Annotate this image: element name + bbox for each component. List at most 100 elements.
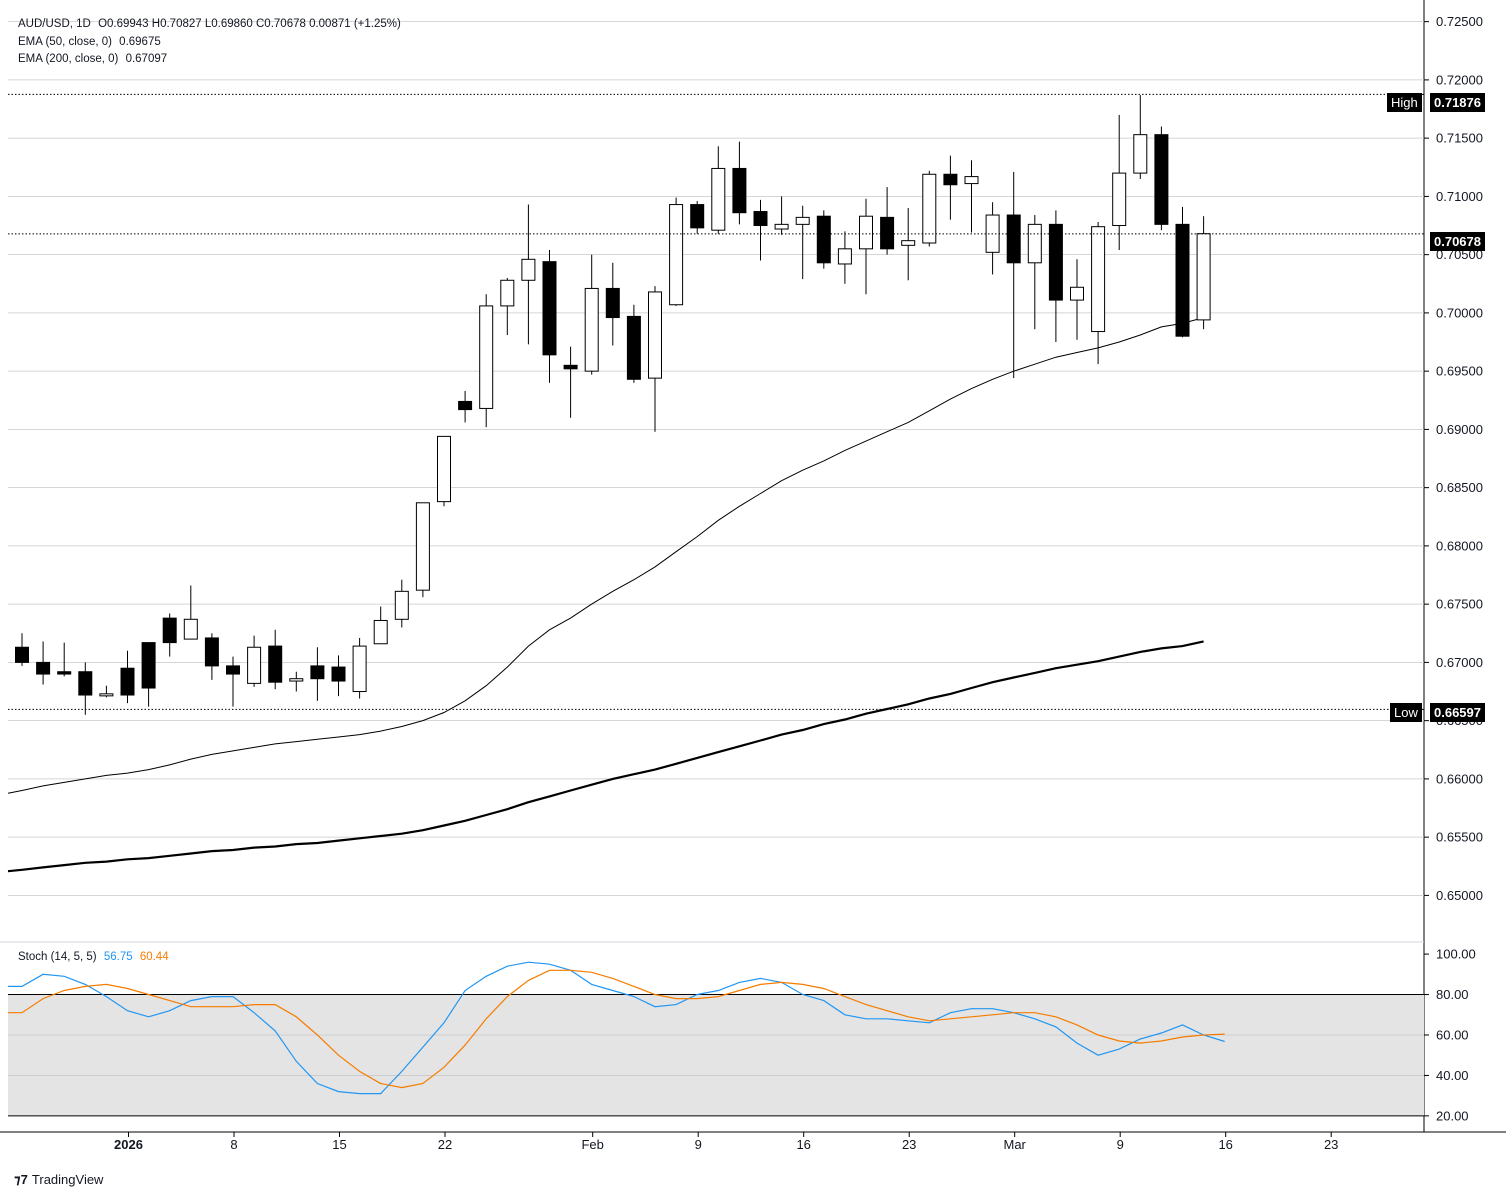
stoch-tick-label: 40.00 bbox=[1436, 1068, 1469, 1083]
candle-body-down bbox=[711, 167, 726, 231]
time-tick-label: 9 bbox=[695, 1137, 702, 1152]
candle[interactable] bbox=[711, 146, 726, 234]
candle[interactable] bbox=[521, 204, 536, 345]
candle[interactable] bbox=[1048, 210, 1063, 343]
candle[interactable] bbox=[542, 249, 557, 383]
candle[interactable] bbox=[943, 155, 958, 220]
candle-body-up bbox=[120, 667, 135, 696]
candle[interactable] bbox=[204, 633, 219, 680]
candle[interactable] bbox=[331, 655, 346, 697]
candle[interactable] bbox=[415, 502, 430, 598]
candle[interactable] bbox=[99, 685, 114, 698]
stoch-band bbox=[8, 994, 1424, 1116]
ema200-legend[interactable]: EMA (200, close, 0) 0.67097 bbox=[18, 53, 171, 65]
ema200-line[interactable] bbox=[7, 640, 1204, 873]
candle-body-up bbox=[563, 364, 578, 370]
candle-body-up bbox=[57, 671, 72, 675]
price-tick-label: 0.71000 bbox=[1436, 189, 1483, 204]
ohlc-readout: O0.69943 H0.70827 L0.69860 C0.70678 0.00… bbox=[98, 18, 401, 30]
symbol-label[interactable]: AUD/USD, 1D bbox=[18, 18, 91, 30]
candle[interactable] bbox=[373, 606, 388, 645]
candle[interactable] bbox=[605, 262, 620, 346]
candle[interactable] bbox=[226, 656, 240, 707]
candle[interactable] bbox=[310, 647, 325, 701]
stoch-tick-label: 100.00 bbox=[1436, 947, 1476, 962]
candle[interactable] bbox=[1006, 171, 1021, 379]
tradingview-branding[interactable]: ⁊7 TradingView bbox=[14, 1172, 103, 1188]
candle[interactable] bbox=[1070, 259, 1084, 340]
candle-body-up bbox=[605, 287, 620, 319]
low-tag: Low bbox=[1390, 703, 1422, 722]
candle-body-down bbox=[795, 216, 810, 225]
time-axis[interactable]: 2026 8 15 22 Feb 9 16 23 Mar 9 16 23 bbox=[114, 1132, 1338, 1152]
candle[interactable] bbox=[648, 286, 662, 432]
stoch-tick-label: 20.00 bbox=[1436, 1108, 1469, 1123]
candle[interactable] bbox=[584, 254, 599, 375]
candle[interactable] bbox=[816, 210, 831, 269]
candle[interactable] bbox=[352, 637, 367, 699]
candle[interactable] bbox=[1091, 222, 1106, 365]
candle[interactable] bbox=[774, 196, 789, 235]
candle[interactable] bbox=[690, 201, 705, 234]
candle[interactable] bbox=[1175, 206, 1190, 338]
candle-body-down bbox=[394, 590, 409, 620]
candle[interactable] bbox=[563, 346, 578, 418]
price-tick-label: 0.66000 bbox=[1436, 771, 1483, 786]
candle[interactable] bbox=[458, 390, 473, 423]
stoch-k-line[interactable] bbox=[8, 961, 1225, 1095]
candle[interactable] bbox=[268, 629, 283, 690]
candle[interactable] bbox=[1112, 114, 1127, 250]
candle[interactable] bbox=[922, 170, 937, 247]
candle[interactable] bbox=[880, 187, 895, 255]
symbol-header: AUD/USD, 1D O0.69943 H0.70827 L0.69860 C… bbox=[18, 18, 405, 30]
stoch-k-value: 56.75 bbox=[103, 951, 133, 963]
candle-body-down bbox=[437, 435, 451, 503]
price-tick-label: 0.67500 bbox=[1436, 597, 1483, 612]
candle[interactable] bbox=[78, 662, 93, 715]
time-tick-label: 15 bbox=[332, 1137, 346, 1152]
candle[interactable] bbox=[162, 613, 177, 657]
candle[interactable] bbox=[626, 304, 641, 383]
ema50-value: 0.69675 bbox=[119, 36, 161, 48]
candle[interactable] bbox=[795, 205, 810, 280]
stoch-d-line[interactable] bbox=[8, 969, 1225, 1089]
candle[interactable] bbox=[500, 277, 515, 336]
candle[interactable] bbox=[859, 198, 873, 295]
price-tick-label: 0.65000 bbox=[1436, 888, 1483, 903]
candle-body-up bbox=[1006, 214, 1021, 264]
candle[interactable] bbox=[1154, 126, 1169, 231]
candle[interactable] bbox=[901, 208, 916, 281]
price-axis[interactable]: 0.725000.720000.715000.710000.705000.700… bbox=[1424, 14, 1483, 1123]
candle[interactable] bbox=[15, 633, 29, 666]
candle[interactable] bbox=[837, 231, 852, 284]
candle-body-down bbox=[521, 258, 536, 281]
candle[interactable] bbox=[437, 435, 451, 507]
candle[interactable] bbox=[1196, 216, 1211, 330]
candle[interactable] bbox=[753, 199, 768, 261]
candle-body-up bbox=[1154, 134, 1169, 225]
candle[interactable] bbox=[394, 579, 409, 628]
candle[interactable] bbox=[732, 141, 747, 225]
candle[interactable] bbox=[1027, 215, 1042, 330]
time-tick-label: 22 bbox=[438, 1137, 452, 1152]
candle[interactable] bbox=[183, 585, 198, 640]
candle[interactable] bbox=[1133, 95, 1148, 179]
candle[interactable] bbox=[36, 641, 51, 685]
candle-body-up bbox=[268, 645, 283, 683]
candle[interactable] bbox=[57, 642, 72, 677]
candle[interactable] bbox=[985, 202, 1000, 275]
candle[interactable] bbox=[289, 671, 304, 692]
candle[interactable] bbox=[669, 197, 684, 306]
price-tick-label: 0.68000 bbox=[1436, 538, 1483, 553]
candle[interactable] bbox=[964, 160, 979, 233]
time-tick-label: Mar bbox=[1004, 1137, 1027, 1152]
time-tick-label: 2026 bbox=[114, 1137, 143, 1152]
candle[interactable] bbox=[479, 294, 494, 428]
candle[interactable] bbox=[120, 650, 135, 704]
ema50-legend[interactable]: EMA (50, close, 0) 0.69675 bbox=[18, 36, 165, 48]
candle[interactable] bbox=[141, 642, 156, 707]
candle[interactable] bbox=[247, 635, 262, 687]
stoch-legend[interactable]: Stoch (14, 5, 5) 56.75 60.44 bbox=[18, 951, 173, 963]
ema50-line[interactable] bbox=[7, 317, 1204, 794]
candle-body-down bbox=[99, 693, 114, 697]
